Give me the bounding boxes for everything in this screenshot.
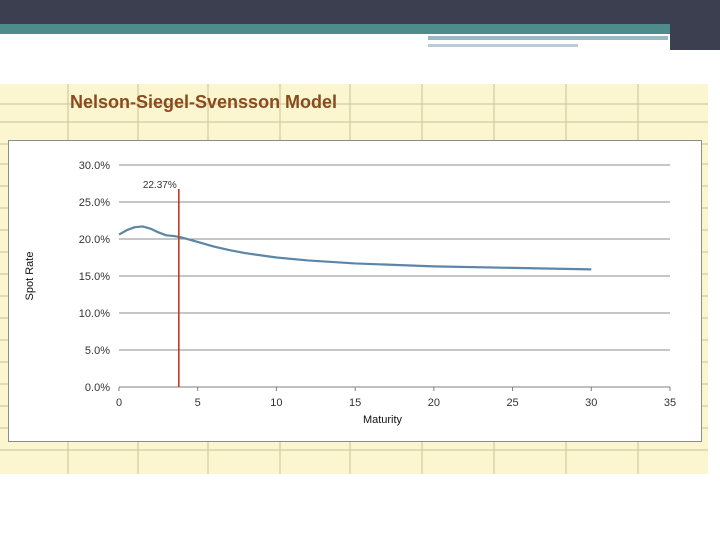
spot-rate-curve bbox=[118, 225, 592, 271]
x-tick-label: 20 bbox=[428, 397, 440, 409]
x-tick-label: 15 bbox=[349, 397, 361, 409]
x-tick-label: 25 bbox=[506, 397, 518, 409]
vertical-marker-label: 22.37% bbox=[143, 180, 177, 191]
x-tick-label: 30 bbox=[585, 397, 597, 409]
slide-top-bar bbox=[0, 0, 720, 24]
x-tick-label: 35 bbox=[664, 397, 676, 409]
slide-deco-line bbox=[428, 36, 668, 40]
y-tick-label: 30.0% bbox=[79, 160, 110, 172]
y-tick-label: 25.0% bbox=[79, 197, 110, 209]
chart-marker: 22.37% bbox=[143, 180, 180, 387]
chart-series bbox=[118, 225, 592, 271]
y-tick-label: 5.0% bbox=[85, 345, 110, 357]
x-axis-label: Maturity bbox=[363, 414, 403, 426]
y-tick-label: 0.0% bbox=[85, 382, 110, 394]
x-tick-labels: 0 5 10 15 20 25 30 35 bbox=[116, 387, 676, 409]
x-tick-label: 0 bbox=[116, 397, 122, 409]
x-tick-label: 10 bbox=[270, 397, 282, 409]
slide-accent-bar bbox=[0, 24, 720, 34]
slide-corner-block bbox=[670, 0, 720, 50]
y-axis-label: Spot Rate bbox=[24, 252, 36, 301]
slide-deco-line bbox=[428, 44, 578, 47]
x-tick-label: 5 bbox=[195, 397, 201, 409]
y-tick-label: 15.0% bbox=[79, 271, 110, 283]
chart-gridlines bbox=[119, 164, 670, 388]
y-tick-label: 20.0% bbox=[79, 234, 110, 246]
y-tick-label: 10.0% bbox=[79, 308, 110, 320]
spot-rate-chart: 0.0% 5.0% 10.0% 15.0% 20.0% 25.0% 30.0% 0 5 10 15… bbox=[24, 160, 676, 426]
y-tick-labels: 0.0% 5.0% 10.0% 15.0% 20.0% 25.0% 30.0% bbox=[79, 160, 110, 394]
page-title: Nelson-Siegel-Svensson Model bbox=[70, 92, 338, 112]
chart-panel: 0.0% 5.0% 10.0% 15.0% 20.0% 25.0% 30.0% 0 5 10 15… bbox=[8, 140, 702, 442]
